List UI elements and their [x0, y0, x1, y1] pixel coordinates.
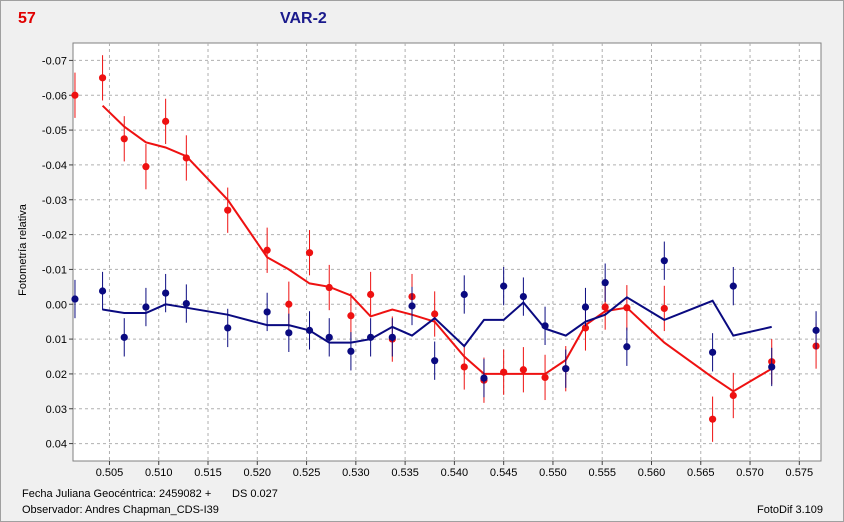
x-tick-label: 0.520 [244, 467, 272, 479]
red-series-point [729, 391, 737, 400]
blue-series-point [660, 257, 668, 265]
x-tick-label: 0.515 [194, 467, 222, 479]
blue-series-point [182, 299, 190, 308]
red-series-point [623, 304, 631, 312]
blue-series-point [120, 333, 128, 341]
plot-background [72, 42, 822, 462]
y-tick-label: 0.04 [46, 439, 67, 451]
red-series-point [98, 74, 107, 82]
x-tick-label: 0.530 [342, 467, 370, 479]
blue-series-point [142, 303, 150, 311]
red-series-point [285, 300, 293, 308]
blue-series-point [581, 303, 590, 311]
blue-series-point [768, 363, 776, 371]
ds-label: DS 0.027 [232, 488, 278, 500]
y-tick-label: -0.06 [42, 90, 67, 102]
red-series-point [142, 163, 150, 171]
blue-series-point [460, 290, 468, 299]
y-tick-label: -0.01 [42, 264, 67, 276]
blue-series-point [367, 333, 375, 341]
y-tick-label: -0.02 [42, 230, 67, 242]
blue-series-point [812, 326, 820, 334]
red-series-point [367, 290, 375, 299]
blue-series-point [388, 333, 396, 341]
red-series-point [120, 135, 128, 143]
blue-series-point [285, 329, 293, 337]
blue-series-point [708, 348, 717, 356]
blue-series-point [562, 365, 570, 373]
y-tick-label: 0.01 [46, 334, 67, 346]
y-tick-label: -0.07 [42, 55, 67, 67]
red-series-point [460, 363, 468, 371]
red-series-point [708, 415, 717, 423]
x-tick-label: 0.545 [490, 467, 518, 479]
red-series-point [71, 91, 79, 99]
red-series-point [182, 154, 190, 162]
red-series-point [162, 117, 170, 125]
chart-title: VAR-2 [280, 10, 327, 27]
x-tick-label: 0.555 [588, 467, 616, 479]
blue-series-point [431, 357, 439, 365]
red-series-point [581, 324, 590, 332]
x-tick-label: 0.510 [145, 467, 173, 479]
blue-series-point [480, 374, 488, 382]
julian-date-label: Fecha Juliana Geocéntrica: 2459082 + [22, 488, 212, 500]
red-series-point [305, 249, 314, 257]
y-tick-label: 0.02 [46, 369, 67, 381]
blue-series-point [729, 282, 737, 290]
x-tick-label: 0.525 [293, 467, 321, 479]
x-tick-label: 0.575 [786, 467, 814, 479]
blue-series-point [623, 343, 631, 351]
blue-series-point [325, 333, 333, 341]
y-tick-label: 0.00 [46, 299, 67, 311]
blue-series-point [98, 287, 107, 295]
blue-series-point [519, 292, 527, 301]
blue-series-point [305, 326, 314, 334]
software-label: FotoDif 3.109 [757, 504, 824, 516]
blue-series-point [541, 322, 549, 330]
x-tick-label: 0.505 [96, 467, 124, 479]
x-tick-label: 0.535 [391, 467, 419, 479]
red-series-point [660, 304, 668, 313]
blue-series-point [224, 324, 232, 332]
blue-series-point [408, 302, 416, 310]
y-tick-label: -0.03 [42, 195, 67, 207]
y-tick-label: -0.05 [42, 125, 67, 137]
x-tick-label: 0.570 [736, 467, 764, 479]
blue-series-point [263, 308, 271, 316]
red-series-trend-line [101, 104, 773, 393]
observer-label: Observador: Andres Chapman_CDS-I39 [22, 504, 219, 516]
blue-series-trend-line [102, 296, 772, 348]
red-series-point [224, 206, 232, 214]
red-series-point [347, 312, 355, 320]
red-series-point [601, 303, 609, 311]
x-tick-label: 0.550 [539, 467, 567, 479]
red-series-point [541, 373, 549, 381]
red-series-point [519, 366, 527, 374]
blue-series-point [162, 289, 170, 297]
x-tick-label: 0.540 [441, 467, 469, 479]
red-series-point [500, 368, 508, 376]
chart-number: 57 [18, 10, 36, 27]
red-series-point [325, 283, 333, 292]
x-tick-label: 0.560 [638, 467, 666, 479]
y-tick-label: -0.04 [42, 160, 67, 172]
blue-series-point [500, 282, 508, 290]
blue-series-point [601, 279, 609, 287]
blue-series-point [71, 295, 79, 303]
y-tick-label: 0.03 [46, 404, 67, 416]
red-series-point [263, 246, 271, 254]
x-tick-label: 0.565 [687, 467, 715, 479]
red-series-point [431, 310, 439, 318]
blue-series-point [347, 347, 355, 355]
